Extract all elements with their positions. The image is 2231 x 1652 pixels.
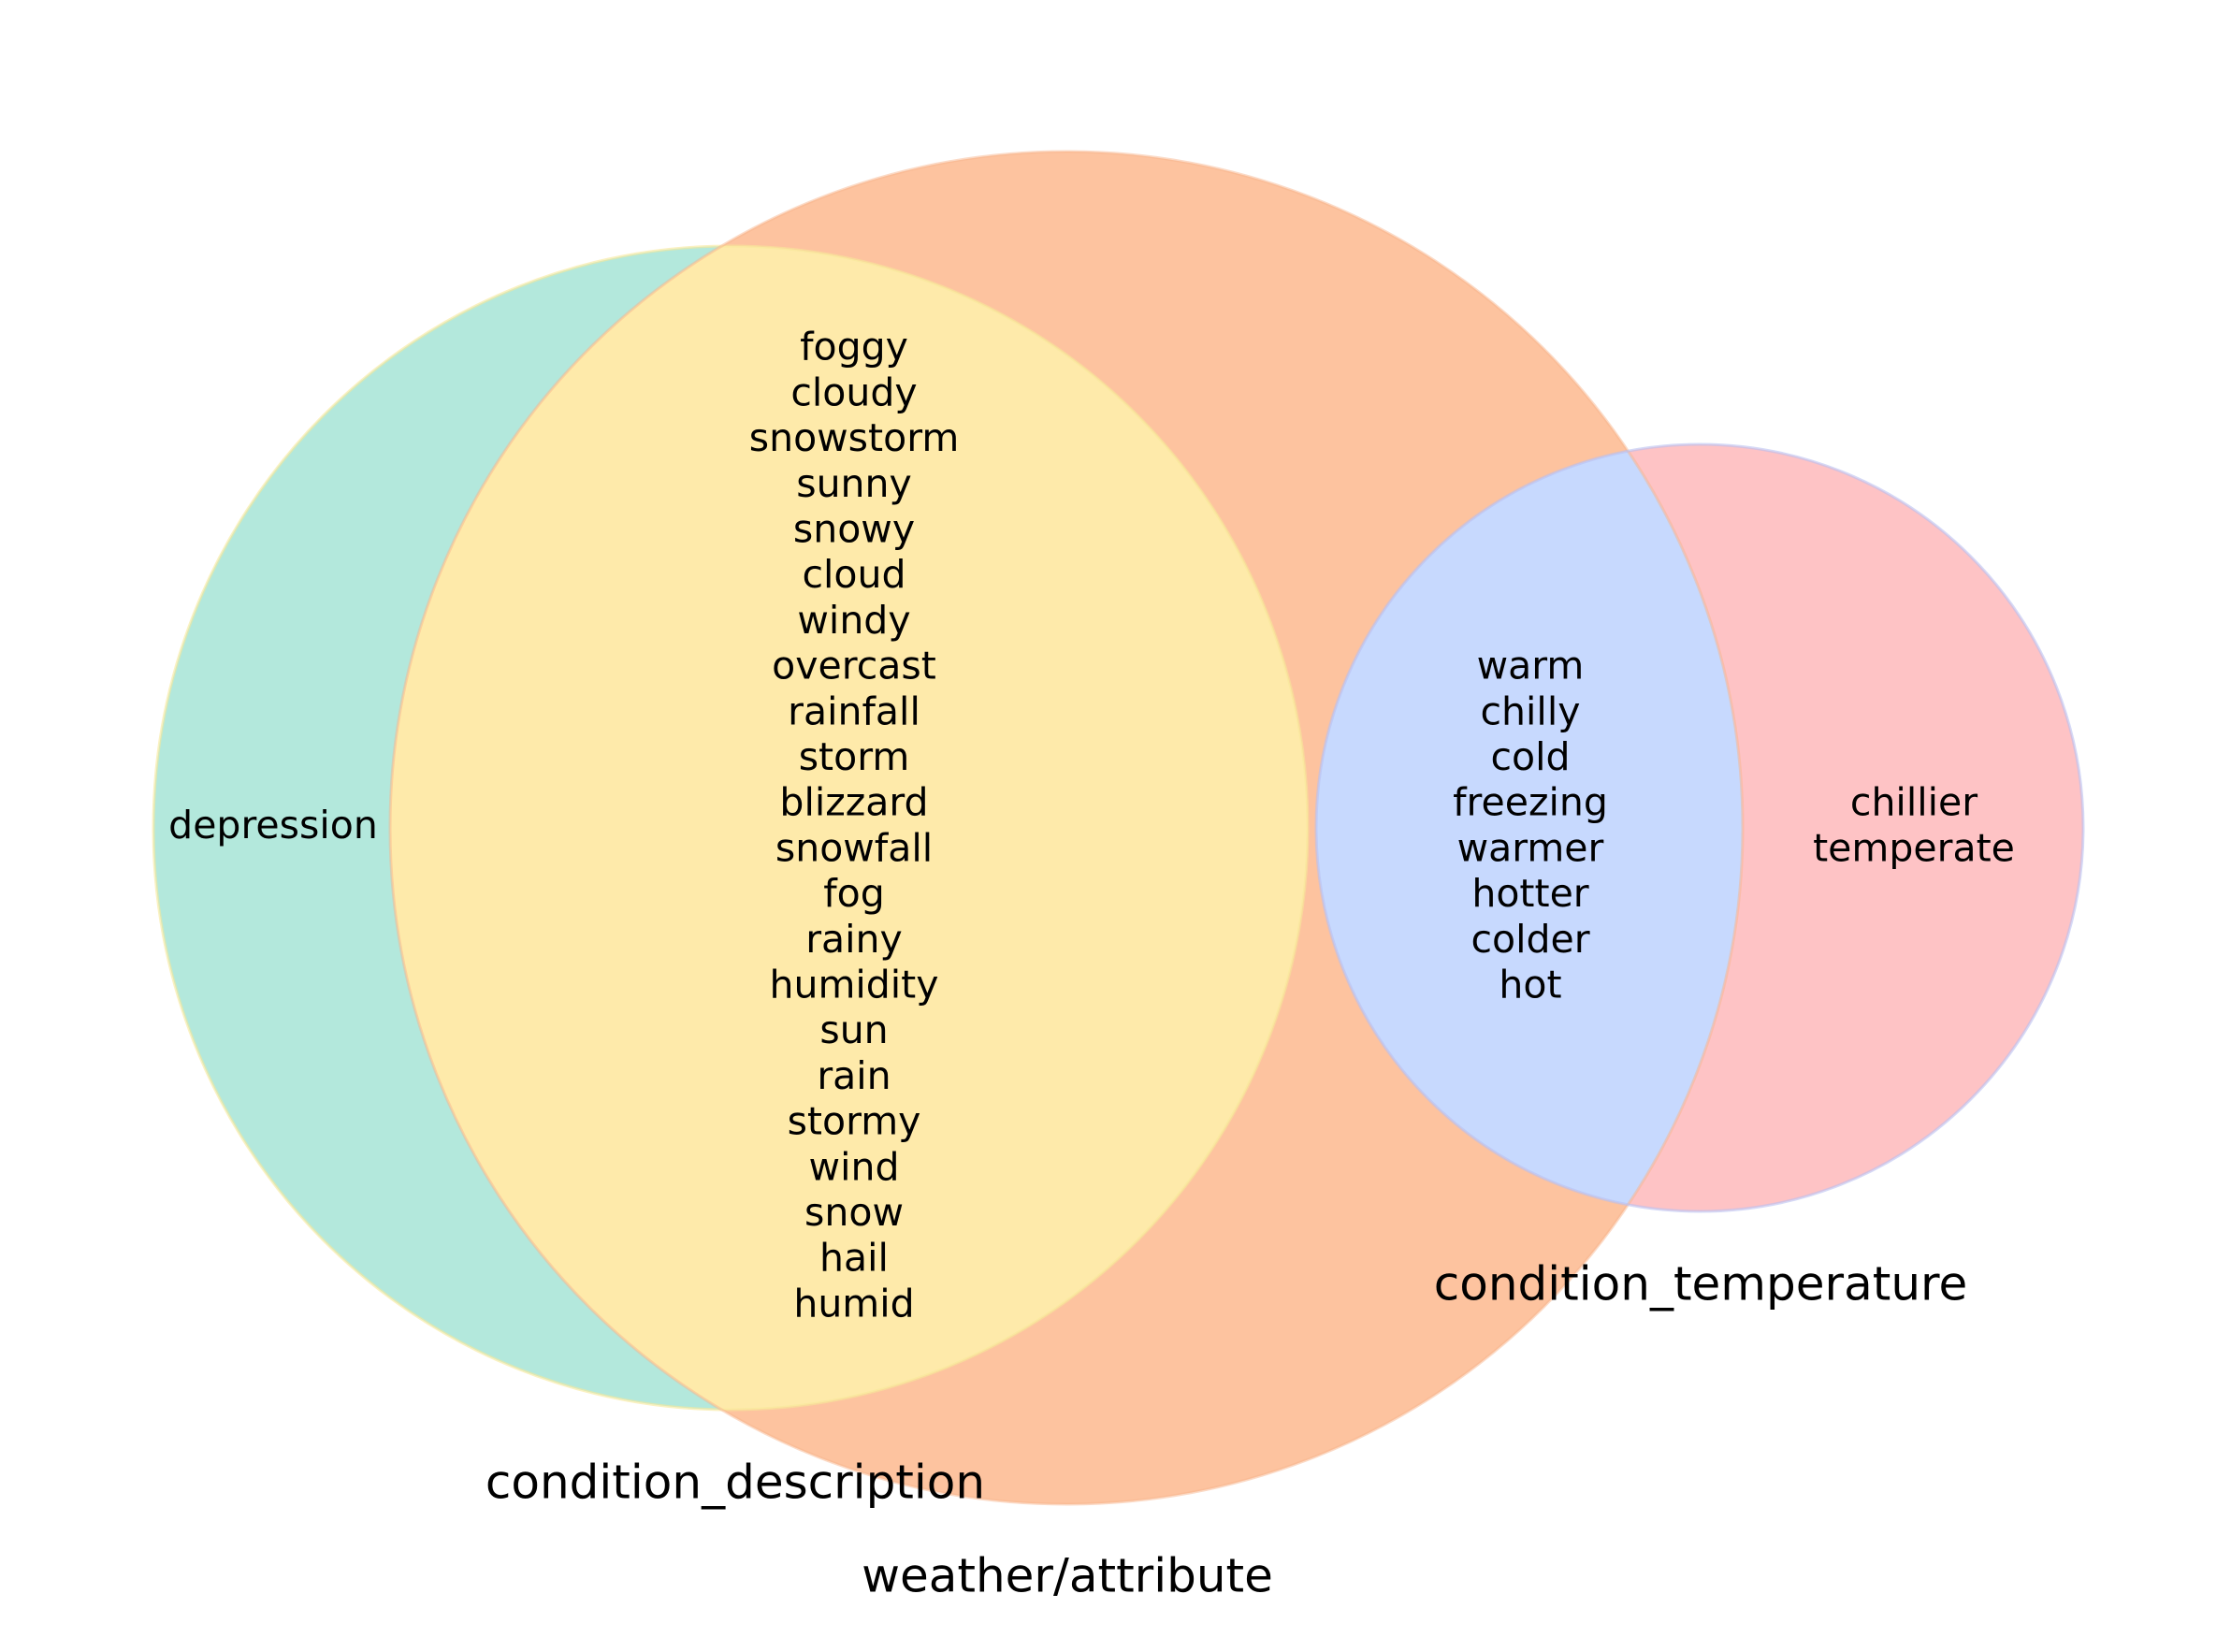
region-item-humid: humid [793,1281,914,1326]
region-item-blizzard: blizzard [779,780,928,825]
region-item-cloud: cloud [802,552,905,597]
weather-attribute-outline [388,150,1745,1506]
region-item-rainy: rainy [805,917,903,962]
region-item-hail: hail [819,1236,889,1281]
region-item-hot: hot [1499,962,1561,1007]
weather-temperature-items: warmchillycoldfreezingwarmerhottercolder… [1453,644,1608,1007]
region-item-snow: snow [804,1190,904,1235]
region-item-chillier: chillier [1850,780,1977,825]
region-item-colder: colder [1470,917,1589,962]
region-item-wind: wind [809,1144,900,1189]
region-item-humidity: humidity [769,962,938,1007]
condition-description-outline [152,244,1310,1412]
region-item-sun: sun [819,1007,888,1052]
region-item-snowy: snowy [793,506,915,551]
region-item-snowstorm: snowstorm [749,415,960,460]
region-item-chilly: chilly [1481,688,1581,733]
region-item-temperate: temperate [1813,825,2015,870]
weather-attribute-label: weather/attribute [862,1549,1273,1603]
region-item-snowfall: snowfall [775,825,933,870]
region-item-warm: warm [1477,644,1585,688]
region-item-windy: windy [797,598,910,643]
region-item-rainfall: rainfall [788,688,920,733]
region-item-cold: cold [1490,734,1570,779]
region-item-fog: fog [823,871,885,916]
region-item-storm: storm [799,734,910,779]
region-item-warmer: warmer [1457,825,1604,870]
region-item-sunny: sunny [796,461,912,506]
region-item-stormy: stormy [788,1099,921,1144]
description-only-items: depression [168,803,378,848]
region-item-foggy: foggy [800,325,908,370]
region-item-overcast: overcast [772,644,936,688]
condition-description-label: condition_description [485,1456,985,1510]
region-item-depression: depression [168,803,378,848]
condition-temperature-outline [1314,442,2085,1213]
region-item-cloudy: cloudy [790,370,917,414]
region-item-rain: rain [817,1053,891,1098]
region-item-hotter: hotter [1471,871,1588,916]
description-weather-items: foggycloudysnowstormsunnysnowycloudwindy… [749,325,960,1326]
description-weather-intersection [390,246,1308,1410]
region-item-freezing: freezing [1453,780,1608,825]
condition-temperature-label: condition_temperature [1434,1257,1967,1311]
